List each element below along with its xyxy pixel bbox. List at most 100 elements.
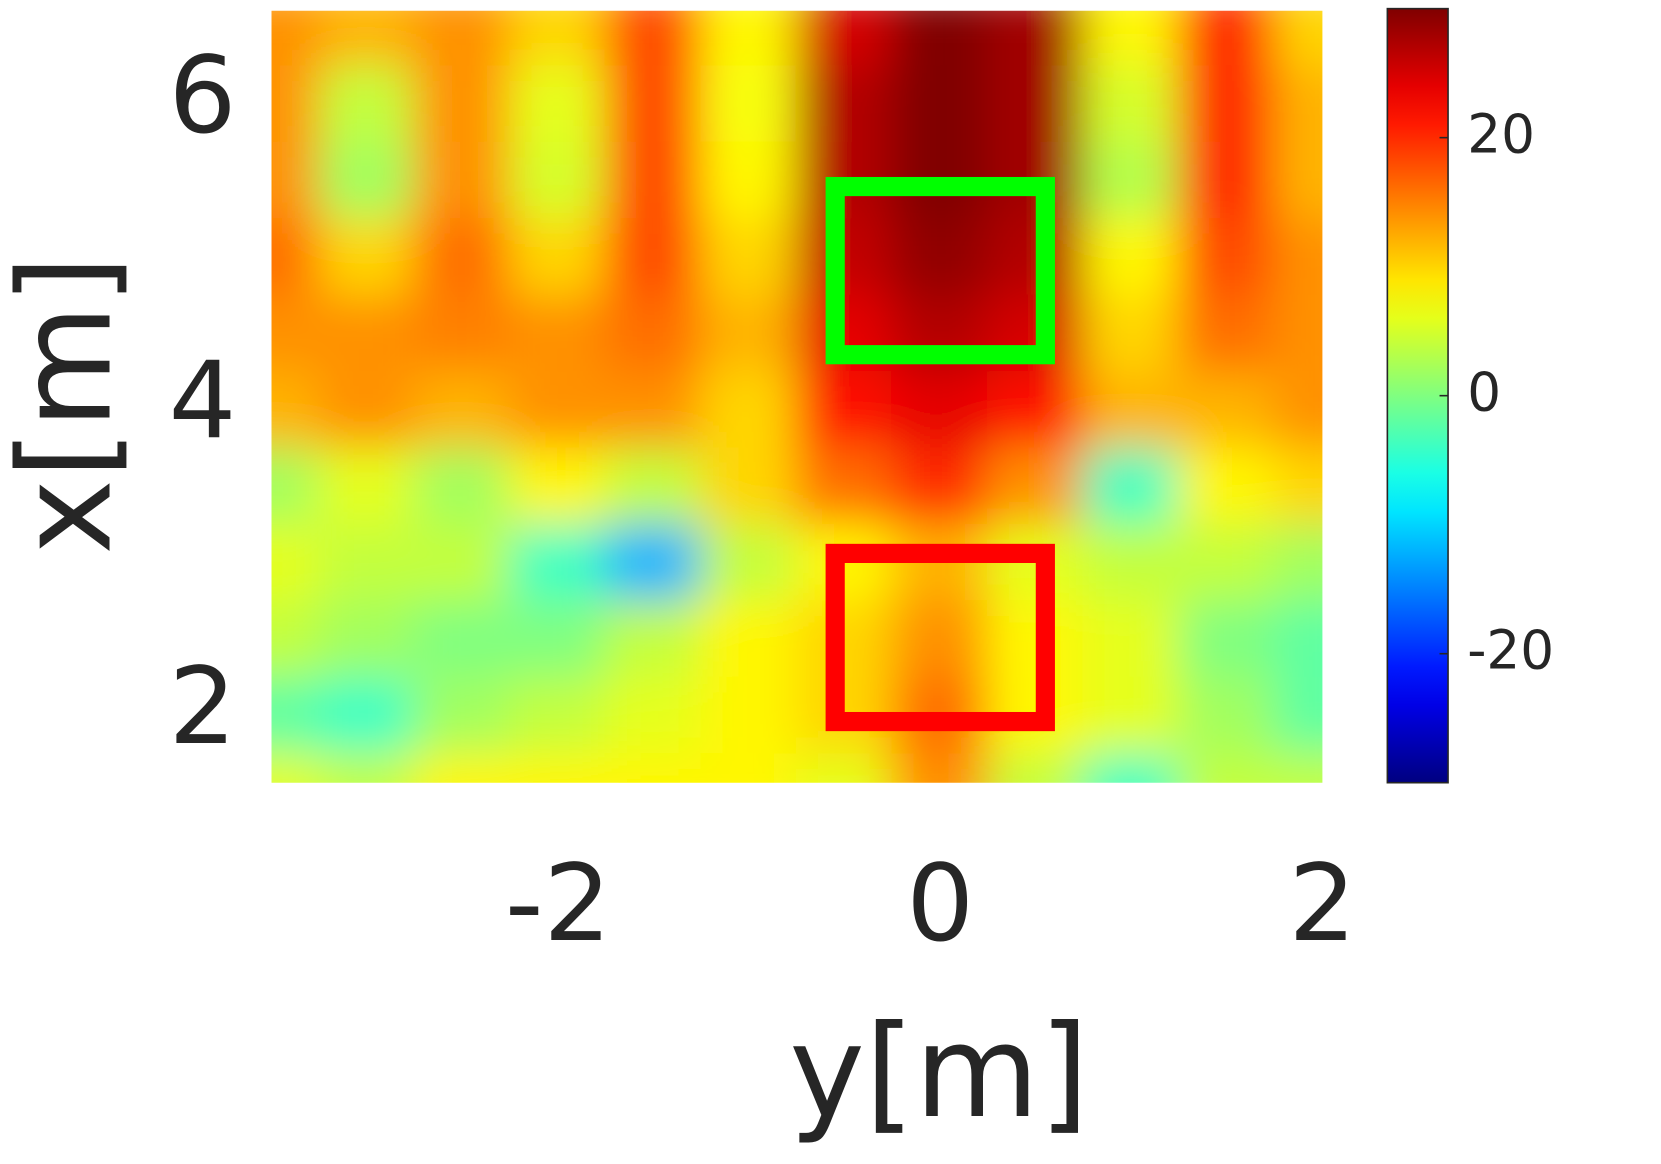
plot-area <box>271 10 1323 783</box>
heat-cell <box>413 216 512 295</box>
heat-cell <box>1273 598 1323 677</box>
heat-cell <box>604 751 703 783</box>
colorbar <box>1386 7 1449 784</box>
heat-cell <box>271 598 321 677</box>
heat-cell <box>604 10 703 66</box>
heat-cell <box>986 63 1085 142</box>
heat-cell <box>986 751 1085 783</box>
heat-cell <box>509 292 607 372</box>
region-box <box>825 176 1055 365</box>
heat-cell <box>795 10 894 66</box>
heat-cell <box>1178 63 1276 142</box>
heat-cell <box>318 751 416 783</box>
heat-cell <box>318 674 416 754</box>
heat-cell <box>413 368 512 448</box>
heat-cell <box>891 598 990 677</box>
heat-cell <box>700 521 799 601</box>
colorbar-tick-label: 20 <box>1467 103 1535 165</box>
heat-cell <box>1082 751 1181 783</box>
heat-cell <box>1082 139 1181 219</box>
heat-cell <box>1082 598 1181 677</box>
heat-cell <box>604 521 703 601</box>
y-axis-label: x[m] <box>0 255 141 555</box>
heat-cell <box>1273 10 1323 66</box>
heat-cell <box>509 674 607 754</box>
heat-cell <box>891 63 990 142</box>
heat-cell <box>700 292 799 372</box>
heat-cell <box>1273 139 1323 219</box>
heat-cell <box>795 751 894 783</box>
y-tick-label: 6 <box>169 34 237 158</box>
heat-cell <box>1082 63 1181 142</box>
heat-cell <box>1178 751 1276 783</box>
heat-cell <box>1178 368 1276 448</box>
heat-cell <box>795 368 894 448</box>
heat-cell <box>1178 521 1276 601</box>
heat-cell <box>271 292 321 372</box>
heat-cell <box>413 751 512 783</box>
heat-cell <box>986 368 1085 448</box>
heat-cell <box>700 751 799 783</box>
heat-cell <box>1178 10 1276 66</box>
heat-cell <box>1273 63 1323 142</box>
heat-cell <box>318 445 416 524</box>
heat-cell <box>271 674 321 754</box>
heat-cell <box>604 368 703 448</box>
heat-cell <box>986 445 1085 524</box>
heat-cell <box>604 674 703 754</box>
heat-cell <box>509 598 607 677</box>
heat-cell <box>509 368 607 448</box>
heat-cell <box>891 445 990 524</box>
heat-cell <box>318 10 416 66</box>
heat-cell <box>271 63 321 142</box>
heat-cell <box>891 368 990 448</box>
heat-cell <box>1273 292 1323 372</box>
heat-cell <box>271 10 321 66</box>
overlay <box>825 176 1055 732</box>
heat-cell <box>795 445 894 524</box>
heat-cell <box>1082 292 1181 372</box>
heat-cell <box>1082 521 1181 601</box>
heat-cell <box>891 216 990 295</box>
y-tick-label: 4 <box>169 339 237 463</box>
heat-cell <box>1273 368 1323 448</box>
heat-cell <box>271 368 321 448</box>
heat-cell <box>1178 139 1276 219</box>
heat-cell <box>318 139 416 219</box>
heat-cell <box>795 63 894 142</box>
x-tick-label: 0 <box>906 842 974 966</box>
heat-cell <box>509 445 607 524</box>
heat-cell <box>413 139 512 219</box>
heat-cell <box>1082 674 1181 754</box>
heat-cell <box>1082 216 1181 295</box>
heat-cell <box>318 63 416 142</box>
x-tick-label: -2 <box>505 842 611 966</box>
heat-cell <box>1082 445 1181 524</box>
heat-cell <box>271 445 321 524</box>
heat-cell <box>700 674 799 754</box>
heat-cell <box>1273 521 1323 601</box>
heat-cell <box>413 10 512 66</box>
heat-cell <box>318 521 416 601</box>
heat-cell <box>318 216 416 295</box>
heat-cell <box>1082 368 1181 448</box>
heat-cell <box>891 751 990 783</box>
heat-cell <box>1273 216 1323 295</box>
heat-cell <box>1273 751 1323 783</box>
heat-cell <box>700 598 799 677</box>
heat-cell <box>271 751 321 783</box>
heat-cell <box>604 216 703 295</box>
heatmap <box>271 10 1323 783</box>
heat-cell <box>1178 674 1276 754</box>
heat-cell <box>604 445 703 524</box>
heat-cell <box>413 674 512 754</box>
heat-cell <box>509 63 607 142</box>
heat-cell <box>604 139 703 219</box>
heat-cell <box>318 292 416 372</box>
heat-cell <box>1273 445 1323 524</box>
heat-cell <box>271 139 321 219</box>
heat-cell <box>700 216 799 295</box>
colorbar-tick-label: 0 <box>1467 361 1501 423</box>
heat-cell <box>1082 10 1181 66</box>
